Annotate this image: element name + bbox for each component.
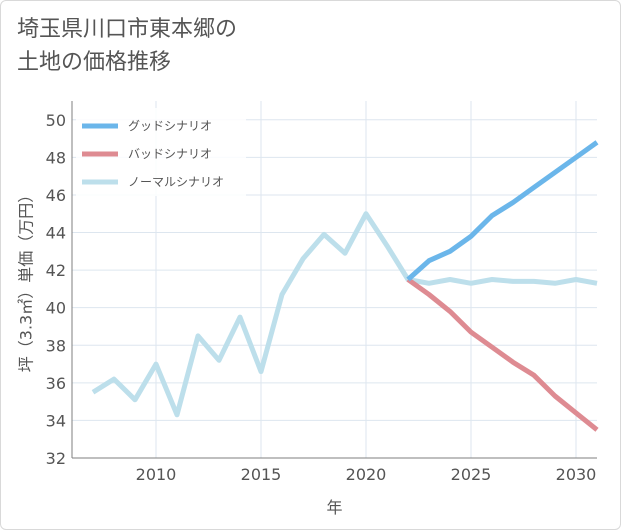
x-tick-label-2015: 2015 [241, 465, 282, 484]
plot-frame [71, 101, 597, 459]
y-tick-label-42: 42 [46, 261, 66, 280]
series-line-2 [91, 211, 598, 418]
y-tick-label-46: 46 [46, 186, 66, 205]
x-axis-title: 年 [326, 498, 342, 517]
chart-title: 埼玉県川口市東本郷の 土地の価格推移 [17, 13, 237, 79]
chart-title-line-2: 土地の価格推移 [17, 50, 172, 75]
y-tick-label-40: 40 [46, 299, 66, 318]
y-tick-label-38: 38 [46, 336, 66, 355]
x-tick-label-2030: 2030 [556, 465, 597, 484]
y-tick-label-50: 50 [46, 111, 66, 130]
y-axis-title: 坪（3.3㎡）単価（万円） [17, 187, 36, 372]
y-tick-label-36: 36 [46, 374, 66, 393]
chart-title-line-1: 埼玉県川口市東本郷の [17, 17, 238, 42]
x-tick-label-2020: 2020 [346, 465, 387, 484]
y-tick-label-48: 48 [46, 148, 66, 167]
y-tick-label-44: 44 [46, 224, 66, 243]
series-lines [91, 140, 599, 432]
series-line-1 [406, 277, 599, 432]
legend-label-2: ノーマルシナリオ [128, 175, 224, 189]
tick-labels: 32 34 36 38 40 42 44 46 48 50 2010 2015 2020 2025 2030 [46, 111, 597, 484]
series-line-0 [406, 140, 599, 282]
y-tick-label-34: 34 [46, 411, 66, 430]
legend-label-1: バッドシナリオ [128, 147, 212, 161]
x-tick-label-2025: 2025 [451, 465, 492, 484]
legend-label-0: グッドシナリオ [128, 119, 212, 133]
x-tick-label-2010: 2010 [136, 465, 177, 484]
y-tick-label-32: 32 [46, 449, 66, 468]
